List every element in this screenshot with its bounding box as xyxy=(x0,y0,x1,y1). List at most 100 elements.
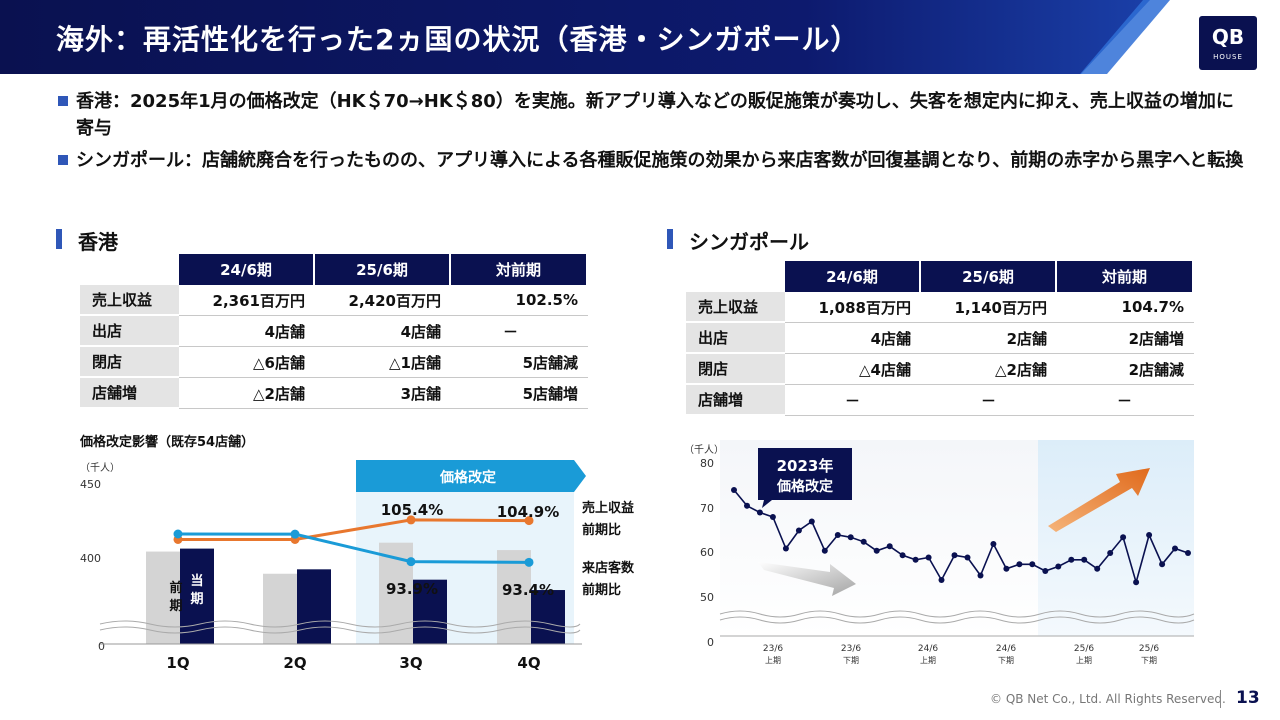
hk-axis-break-top xyxy=(99,620,581,628)
hk-visitors-label-4q: 93.4% xyxy=(502,581,554,599)
sg-callout-line-2: 価格改定 xyxy=(776,478,833,495)
table-cell: △1店舗 xyxy=(315,347,451,378)
table-cell: － xyxy=(451,316,588,347)
hk-legend-visitors-2: 前期比 xyxy=(582,582,621,598)
hk-bar-label-prev-1: 前 xyxy=(169,580,182,596)
table-row: 出店 4店舗 2店舗 2店舗増 xyxy=(686,323,1194,354)
table-corner xyxy=(686,261,785,292)
row-header: 閉店 xyxy=(686,354,785,385)
sg-section-title: シンガポール xyxy=(667,226,809,255)
hk-line-sales xyxy=(178,518,530,541)
table-cell: 3店舗 xyxy=(315,378,451,409)
section-marker xyxy=(667,229,673,249)
hk-y-tick-400: 400 xyxy=(80,552,101,565)
row-header: 店舗増 xyxy=(686,385,785,416)
table-header-cell: 対前期 xyxy=(451,254,588,285)
sg-callout-box xyxy=(758,448,852,508)
summary-bullets: 香港：2025年1月の価格改定（HK＄70→HK＄80）を実施。新アプリ導入など… xyxy=(58,88,1248,179)
sg-point-27 xyxy=(1081,556,1088,563)
table-row: 売上収益 2,361百万円 2,420百万円 102.5% xyxy=(80,285,588,316)
row-header: 閉店 xyxy=(80,347,179,378)
hk-x-label-1Q: 1Q xyxy=(166,654,189,672)
sg-point-5 xyxy=(795,527,802,534)
sg-x-tick-1-half: 下期 xyxy=(843,656,859,665)
table-cell: 1,140百万円 xyxy=(921,292,1057,323)
table-header-cell: 24/6期 xyxy=(179,254,315,285)
sg-point-9 xyxy=(847,534,854,541)
table-header-cell: 24/6期 xyxy=(785,261,921,292)
hk-x-label-4Q: 4Q xyxy=(517,654,540,672)
sg-point-25 xyxy=(1055,563,1062,570)
section-marker xyxy=(56,229,62,249)
hk-section-label: 香港 xyxy=(78,230,118,254)
hk-x-label-2Q: 2Q xyxy=(283,654,306,672)
sg-point-12 xyxy=(886,543,893,550)
sg-x-tick-0-period: 23/6 xyxy=(763,644,783,654)
hk-x-label-3Q: 3Q xyxy=(399,654,422,672)
sg-point-34 xyxy=(1172,545,1178,552)
table-row: 出店 4店舗 4店舗 － xyxy=(80,316,588,347)
hk-point-visitors-1Q xyxy=(173,529,183,539)
table-cell: － xyxy=(1057,385,1194,416)
hk-bar-label-curr-1: 当 xyxy=(190,573,203,589)
row-header: 売上収益 xyxy=(80,285,179,316)
header-bar xyxy=(0,0,1150,74)
bullet-hongkong: 香港：2025年1月の価格改定（HK＄70→HK＄80）を実施。新アプリ導入など… xyxy=(58,88,1248,142)
copyright: © QB Net Co., Ltd. All Rights Reserved. xyxy=(990,692,1226,706)
sg-point-15 xyxy=(925,554,932,561)
sg-x-tick-5-half: 下期 xyxy=(1141,656,1157,665)
sg-point-28 xyxy=(1094,565,1101,572)
sg-y-tick-80: 80 xyxy=(700,457,714,470)
bullet-text: シンガポール：店舗統廃合を行ったものの、アプリ導入による各種販促施策の効果から来… xyxy=(76,150,1244,171)
sg-point-19 xyxy=(977,572,984,579)
hk-y-unit: （千人） xyxy=(80,462,120,474)
sg-x-tick-1-period: 23/6 xyxy=(841,644,861,654)
sg-axis-break-bottom xyxy=(719,616,1195,624)
hk-sales-label-3q: 105.4% xyxy=(381,501,443,519)
sg-point-32 xyxy=(1146,532,1153,538)
sg-point-2 xyxy=(756,509,763,516)
sg-point-30 xyxy=(1120,534,1127,541)
hk-lines-group xyxy=(173,515,534,567)
row-header: 出店 xyxy=(80,316,179,347)
sg-point-11 xyxy=(873,547,880,554)
table-cell: － xyxy=(921,385,1057,416)
table-cell: 2,420百万円 xyxy=(315,285,451,316)
hk-y-tick-450: 450 xyxy=(80,478,101,491)
sg-table-header: 24/6期 25/6期 対前期 xyxy=(686,261,1194,292)
table-cell: 2店舗減 xyxy=(1057,354,1194,385)
hk-point-visitors-3Q xyxy=(406,557,416,567)
table-header-cell: 25/6期 xyxy=(315,254,451,285)
hk-bar-curr-4Q xyxy=(531,590,565,644)
sg-point-20 xyxy=(990,541,997,547)
table-cell: △2店舗 xyxy=(179,378,315,409)
sg-point-23 xyxy=(1029,561,1036,568)
sg-y-tick-70: 70 xyxy=(700,502,714,515)
sg-point-24 xyxy=(1042,568,1049,574)
sg-line-group xyxy=(731,487,1191,586)
sg-recent-period-band xyxy=(1038,440,1194,636)
sg-table: 24/6期 25/6期 対前期 売上収益 1,088百万円 1,140百万円 1… xyxy=(686,261,1194,416)
bullet-singapore: シンガポール：店舗統廃合を行ったものの、アプリ導入による各種販促施策の効果から来… xyxy=(58,147,1248,174)
table-row: 店舗増 － － － xyxy=(686,385,1194,416)
sg-point-18 xyxy=(964,554,971,561)
hk-chart-title: 価格改定影響（既存54店舗） xyxy=(79,434,254,450)
sg-y-tick-60: 60 xyxy=(700,546,714,559)
logo-sub: HOUSE xyxy=(1213,53,1243,61)
sg-point-35 xyxy=(1185,550,1191,556)
hk-table: 24/6期 25/6期 対前期 売上収益 2,361百万円 2,420百万円 1… xyxy=(80,254,588,409)
sg-point-21 xyxy=(1003,565,1010,572)
hk-bar-curr-2Q xyxy=(297,569,331,644)
table-row: 店舗増 △2店舗 3店舗 5店舗増 xyxy=(80,378,588,409)
hk-point-visitors-2Q xyxy=(290,529,300,539)
table-cell: 104.7% xyxy=(1057,292,1194,323)
sg-point-7 xyxy=(821,547,828,554)
row-header: 店舗増 xyxy=(80,378,179,409)
row-header: 出店 xyxy=(686,323,785,354)
sg-x-tick-0-half: 上期 xyxy=(765,656,781,665)
sg-point-26 xyxy=(1068,556,1075,563)
hk-visitors-label-3q: 93.9% xyxy=(386,580,438,598)
page-title: 海外：再活性化を行った2ヵ国の状況（香港・シンガポール） xyxy=(56,23,860,56)
sg-point-13 xyxy=(899,552,906,559)
sg-trend-up-arrow xyxy=(1048,468,1150,532)
